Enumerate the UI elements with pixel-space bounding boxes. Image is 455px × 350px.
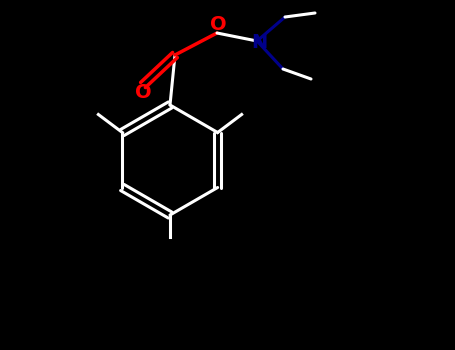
Text: O: O — [135, 84, 152, 103]
Text: N: N — [251, 34, 267, 52]
Text: O: O — [210, 15, 226, 35]
